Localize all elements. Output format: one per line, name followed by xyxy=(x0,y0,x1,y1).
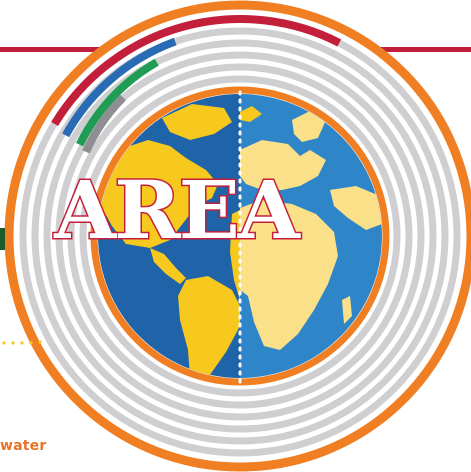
gray-arc xyxy=(82,94,126,154)
water-label: water xyxy=(0,438,47,454)
top-rule-right xyxy=(380,47,471,52)
dotted-leader xyxy=(2,340,42,345)
green-tick xyxy=(0,228,5,250)
red-arc xyxy=(51,15,342,126)
blue-arc xyxy=(62,37,177,138)
top-rule-left xyxy=(0,47,140,52)
title-text: AREA xyxy=(53,163,301,257)
green-arc xyxy=(76,58,159,147)
